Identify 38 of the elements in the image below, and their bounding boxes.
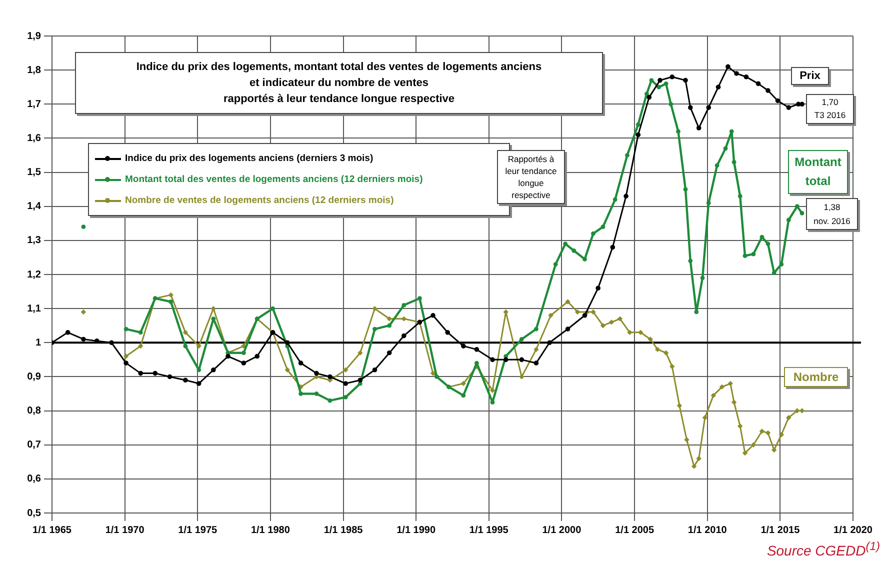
note-box: 1,38 nov. 2016 — [806, 198, 858, 230]
x-tick-label: 1/1 1995 — [469, 524, 509, 536]
y-tick-label: 0,8 — [27, 406, 42, 417]
legend-label: Nombre de ventes de logements anciens (12 derniers mois) — [125, 195, 394, 206]
x-tick-label: 1/1 1975 — [178, 524, 218, 536]
y-tick-label: 1,2 — [27, 269, 42, 280]
y-tick-label: 1,4 — [27, 201, 42, 212]
x-tick-label: 1/1 1985 — [324, 524, 364, 536]
x-tick-label: 1/1 1990 — [396, 524, 436, 536]
x-tick-label: 1/1 1965 — [32, 524, 72, 536]
x-tick-label: 1/1 2015 — [760, 524, 800, 536]
legend-label: Indice du prix des logements anciens (derniers 3 mois) — [125, 153, 374, 164]
y-tick-label: 1,6 — [27, 132, 42, 144]
note-box: Nombre — [784, 367, 848, 387]
x-tick-label: 1/1 2005 — [615, 524, 654, 536]
y-tick-label: 1 — [35, 337, 42, 348]
note-box: Montant total — [788, 150, 848, 194]
y-tick-label: 0,6 — [27, 474, 42, 485]
y-tick-label: 1,9 — [27, 30, 42, 42]
legend-label: Montant total des ventes de logements anciens (12 derniers mois) — [125, 174, 423, 185]
x-tick-label: 1/1 1980 — [250, 524, 290, 536]
note-box: Prix — [791, 67, 829, 85]
y-tick-label: 1,8 — [27, 64, 42, 76]
source-note: Source CGEDD$^{(1)}$ — [766, 540, 880, 559]
y-tick-label: 1,5 — [27, 167, 42, 178]
y-tick-label: 1,1 — [27, 303, 42, 314]
x-tick-label: 1/1 2000 — [542, 524, 582, 536]
y-tick-label: 0,7 — [27, 440, 42, 451]
y-tick-label: 0,9 — [27, 371, 42, 382]
x-tick-label: 1/1 2020 — [834, 524, 873, 536]
y-tick-label: 0,5 — [27, 508, 42, 519]
y-tick-label: 1,7 — [27, 98, 42, 110]
y-tick-label: 1,3 — [27, 235, 42, 246]
note-box: Rapportés à leur tendance longue respective — [497, 150, 565, 204]
x-tick-label: 1/1 2010 — [688, 524, 728, 536]
x-tick-label: 1/1 1970 — [105, 524, 145, 536]
title-box: Indice du prix des logements, montant total des ventes de logements anciens et indicateur du nombre de ventes rapportés à leur tendance longue respective — [75, 52, 603, 114]
note-box: 1,70 T3 2016 — [806, 94, 854, 124]
